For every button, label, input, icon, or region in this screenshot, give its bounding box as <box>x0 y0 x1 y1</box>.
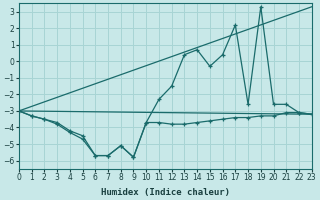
X-axis label: Humidex (Indice chaleur): Humidex (Indice chaleur) <box>101 188 230 197</box>
